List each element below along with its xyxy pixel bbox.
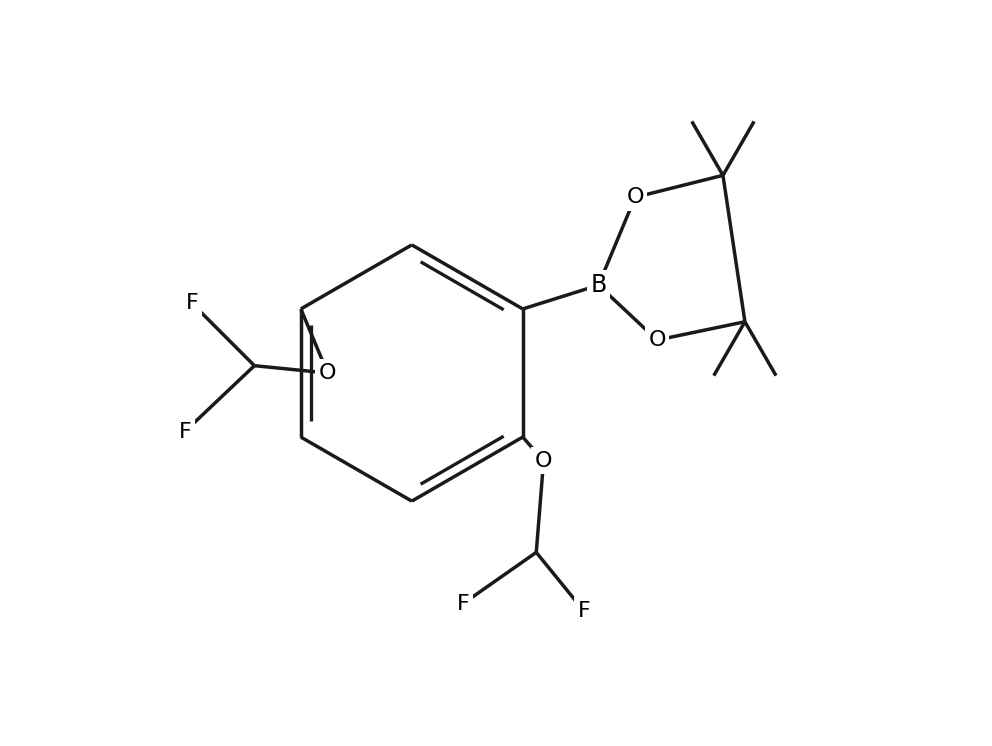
Text: F: F — [186, 293, 198, 313]
Text: O: O — [535, 451, 553, 471]
Text: O: O — [318, 363, 336, 383]
Text: F: F — [179, 421, 191, 442]
Text: B: B — [590, 273, 607, 297]
Text: O: O — [649, 330, 666, 350]
Text: O: O — [626, 187, 644, 207]
Text: F: F — [577, 601, 590, 621]
Text: F: F — [456, 594, 469, 614]
